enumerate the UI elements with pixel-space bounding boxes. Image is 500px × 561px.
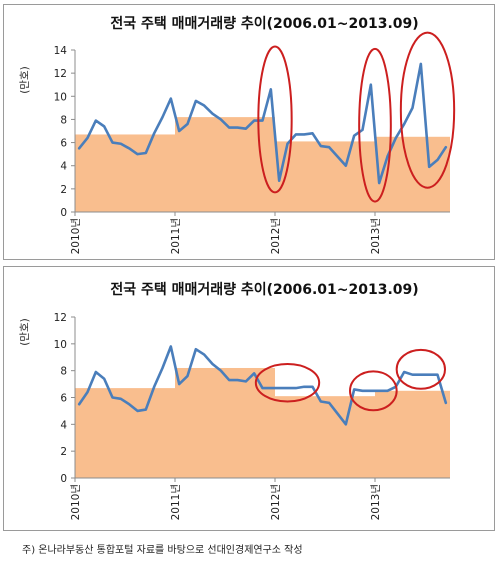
chart-title: 전국 주택 매매거래량 추이(2006.01~2013.09) bbox=[110, 281, 418, 298]
transaction-volume-line bbox=[77, 62, 448, 185]
highlight-ellipse bbox=[399, 31, 456, 189]
y-tick-label: 0 bbox=[60, 207, 67, 219]
highlight-ellipse bbox=[257, 45, 293, 194]
y-tick-label: 12 bbox=[54, 312, 67, 324]
y-axis-label: (만호) bbox=[19, 318, 31, 346]
x-tick-label: 2010년 bbox=[70, 218, 82, 254]
highlight-ellipse bbox=[254, 362, 321, 403]
area-segment bbox=[175, 117, 275, 212]
line-chart-top: 전국 주택 매매거래량 추이(2006.01~2013.09) (만호) 0 2 4 6 8… bbox=[19, 15, 456, 254]
highlight-ellipse bbox=[358, 47, 392, 203]
y-tick-label: 2 bbox=[60, 446, 67, 458]
area-segment bbox=[175, 367, 275, 478]
y-axis-label: (만호) bbox=[19, 66, 31, 94]
y-tick-label: 4 bbox=[60, 419, 67, 431]
chart-panel-bottom: 전국 주택 매매거래량 추이(2006.01~2013.09) (만호) 0 2 4 6 8… bbox=[3, 266, 495, 531]
y-tick-label: 6 bbox=[60, 138, 67, 150]
x-tick-label: 2010년 bbox=[70, 484, 82, 520]
y-tick-label: 8 bbox=[60, 366, 67, 378]
area-segment bbox=[375, 390, 450, 478]
x-tick-label: 2012년 bbox=[270, 484, 282, 520]
x-tick-label: 2013년 bbox=[370, 484, 382, 520]
chart-title: 전국 주택 매매거래량 추이(2006.01~2013.09) bbox=[110, 15, 418, 32]
y-tick-label: 10 bbox=[54, 91, 67, 103]
chart-panel-top: 전국 주택 매매거래량 추이(2006.01~2013.09) (만호) 0 2 4 6 8… bbox=[3, 4, 495, 260]
y-tick-label: 10 bbox=[54, 339, 67, 351]
y-tick-label: 12 bbox=[54, 68, 67, 80]
y-tick-label: 2 bbox=[60, 184, 67, 196]
x-tick-label: 2011년 bbox=[170, 484, 182, 520]
area-segment bbox=[275, 141, 375, 212]
area-segment bbox=[75, 388, 175, 478]
transaction-volume-line bbox=[77, 345, 448, 426]
x-tick-label: 2013년 bbox=[370, 218, 382, 254]
line-chart-bottom: 전국 주택 매매거래량 추이(2006.01~2013.09) (만호) 0 2 4 6 8… bbox=[19, 281, 450, 520]
y-tick-label: 14 bbox=[54, 45, 68, 57]
y-tick-label: 0 bbox=[60, 473, 67, 485]
source-footnote: 주) 온나라부동산 통합포털 자료를 바탕으로 선대인경제연구소 작성 bbox=[22, 545, 303, 556]
x-tick-label: 2012년 bbox=[270, 218, 282, 254]
highlight-ellipse bbox=[395, 348, 447, 390]
y-tick-label: 8 bbox=[60, 114, 67, 126]
y-tick-label: 4 bbox=[60, 161, 67, 173]
x-tick-label: 2011년 bbox=[170, 218, 182, 254]
highlight-ellipse bbox=[349, 370, 398, 412]
area-segment bbox=[275, 396, 375, 478]
y-tick-label: 6 bbox=[60, 393, 67, 405]
